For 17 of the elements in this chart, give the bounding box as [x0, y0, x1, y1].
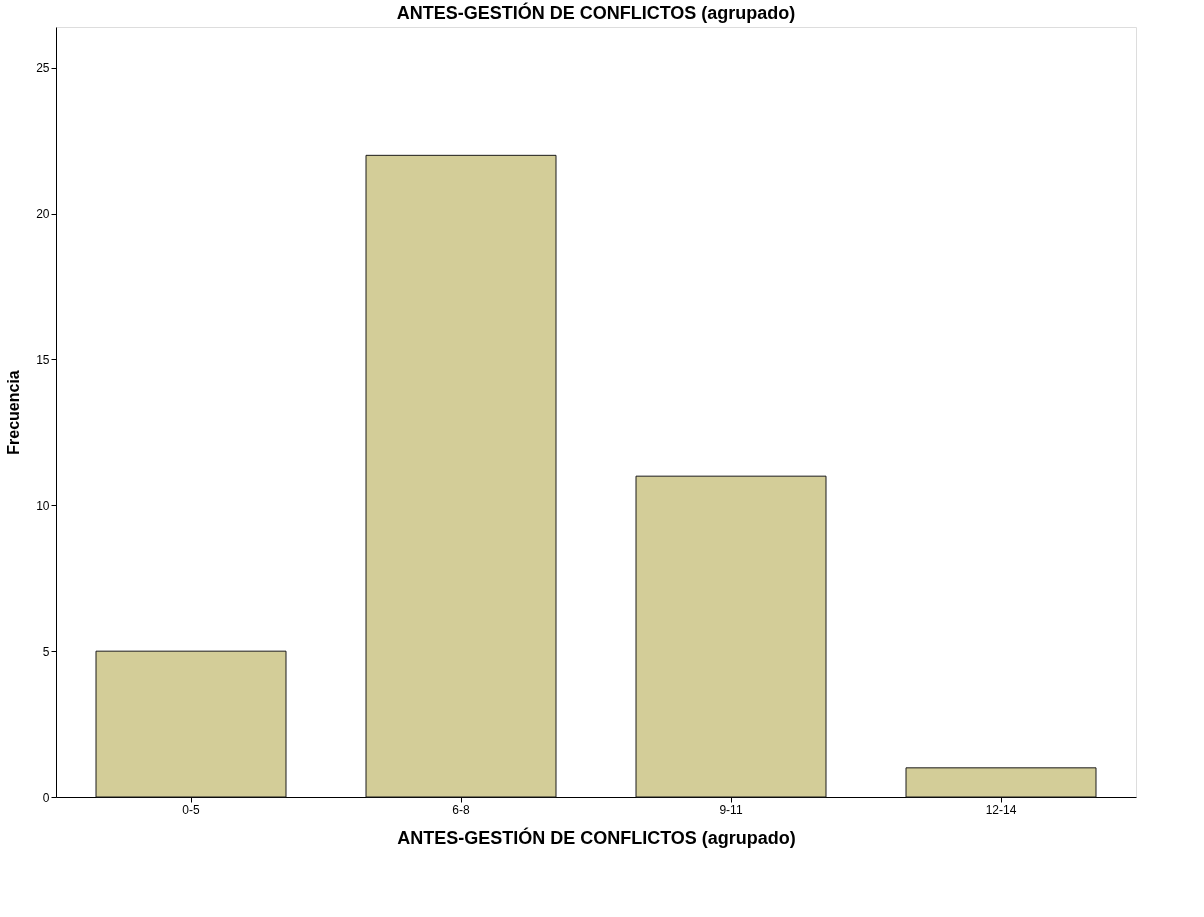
x-tick-label: 6-8 [452, 802, 470, 817]
y-tick-label: 15 [36, 353, 50, 367]
y-tick-label: 0 [42, 790, 50, 805]
y-tick-label: 5 [42, 644, 50, 659]
y-tick-label: 20 [36, 207, 50, 222]
bar [635, 475, 827, 798]
x-axis-title: ANTES-GESTIÓN DE CONFLICTOS (agrupado) [397, 826, 796, 848]
bar [365, 154, 557, 798]
x-tick-label: 9-11 [719, 802, 743, 817]
bar [905, 767, 1097, 798]
y-tick-label: 25 [36, 61, 50, 76]
y-tick-label: 10 [36, 498, 50, 513]
x-tick-label: 12-14 [985, 802, 1017, 817]
y-axis-title: Frecuencia [5, 370, 23, 455]
chart-title: ANTES-GESTIÓN DE CONFLICTOS (agrupado) [396, 2, 796, 23]
bar [95, 650, 287, 798]
x-tick-label: 0-5 [182, 802, 200, 817]
